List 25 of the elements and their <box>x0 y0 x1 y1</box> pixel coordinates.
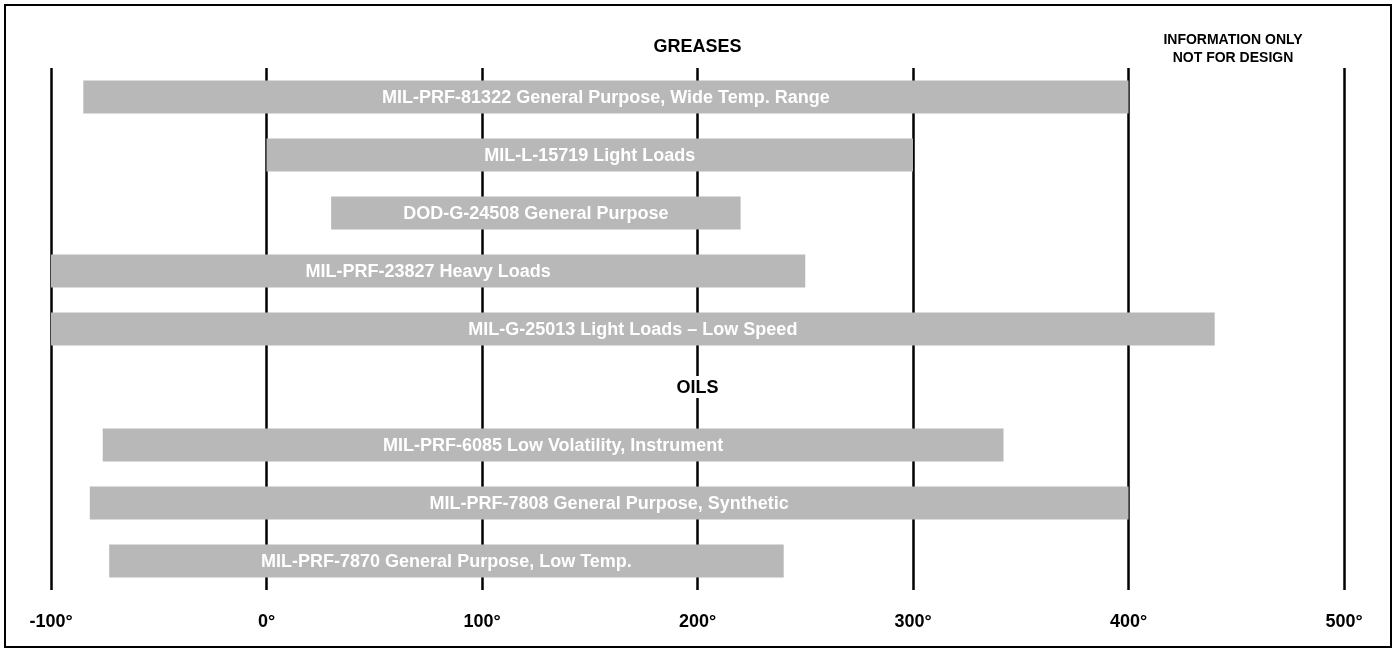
bar <box>102 428 1004 462</box>
annotation: OILS <box>676 377 719 397</box>
text: INFORMATION ONLY NOT FOR DESIGN <box>1163 31 1304 65</box>
x-tick-label: -100° <box>29 611 73 631</box>
x-tick-label: 300° <box>894 611 932 631</box>
y-tick-label: MIL-PRF-23827 Heavy Loads <box>305 261 551 281</box>
y-tick-label: MIL-PRF-7808 General Purpose, Synthetic <box>429 493 789 513</box>
y-tick-label: MIL-L-15719 Light Loads <box>484 145 696 165</box>
y-tick-label: MIL-G-25013 Light Loads – Low Speed <box>468 319 798 339</box>
y-tick-label: MIL-PRF-7870 General Purpose, Low Temp. <box>261 551 632 571</box>
x-tick-label: 400° <box>1109 611 1148 631</box>
y-tick-label: MIL-PRF-6085 Low Volatility, Instrument <box>382 435 724 455</box>
bar <box>266 138 913 172</box>
x-tick-label: 500° <box>1325 611 1363 631</box>
y-tick-label: MIL-PRF-81322 General Purpose, Wide Temp. Range <box>382 87 830 107</box>
bar <box>51 254 806 288</box>
bar <box>83 80 1129 114</box>
x-tick-label: 200° <box>678 611 717 631</box>
x-tick-label: 0° <box>257 611 276 631</box>
y-tick-label: DOD-G-24508 General Purpose <box>403 203 669 223</box>
bar <box>89 486 1129 520</box>
bar <box>51 312 1215 346</box>
text: GREASES <box>653 36 742 56</box>
x-tick-label: 100° <box>463 611 501 631</box>
bar <box>109 544 784 578</box>
